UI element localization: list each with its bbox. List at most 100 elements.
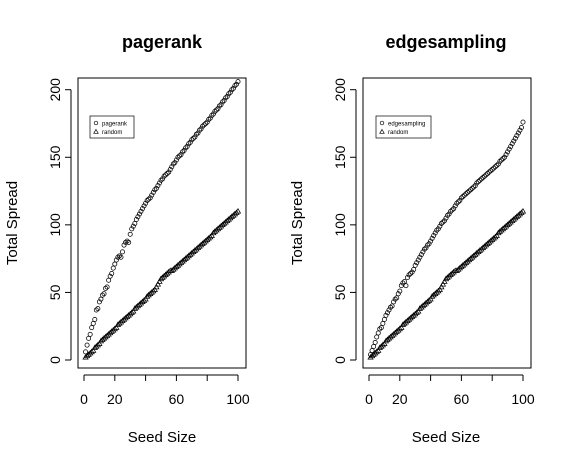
data-point-random (404, 317, 411, 323)
data-point-edgesampling (489, 166, 495, 172)
y-tick-label: 100 (332, 213, 348, 237)
data-point-edgesampling (372, 339, 378, 345)
y-tick-label: 50 (47, 284, 63, 300)
data-point-random (116, 320, 123, 326)
data-point-edgesampling (441, 218, 447, 224)
data-point-pagerank (156, 180, 162, 186)
data-point-random (388, 332, 396, 338)
axes: 0 20 60 100 0 50 100 150 200 (47, 78, 250, 407)
data-point-random (399, 321, 407, 328)
data-point-pagerank (223, 95, 229, 101)
data-point-edgesampling (451, 206, 457, 212)
data-point-pagerank (98, 296, 104, 302)
data-point-pagerank (96, 299, 102, 305)
data-point-random (418, 303, 425, 310)
data-point-pagerank (183, 145, 189, 151)
panel-edgesampling: edgesampling Seed Size Total Spread 0 20 6… (289, 32, 535, 446)
data-point-random (484, 240, 491, 246)
data-point-pagerank (198, 126, 204, 132)
data-point-edgesampling (466, 188, 472, 194)
data-point-edgesampling (381, 316, 387, 322)
data-point-pagerank (184, 143, 190, 149)
data-point-random (445, 272, 453, 279)
data-point-random (148, 289, 155, 295)
data-point-edgesampling (498, 157, 504, 163)
data-point-pagerank (187, 139, 193, 145)
data-point-pagerank (173, 157, 179, 163)
data-point-edgesampling (397, 288, 403, 294)
legend-label-random: random (102, 130, 122, 136)
data-point-random (456, 264, 464, 271)
data-point-random (164, 270, 171, 276)
data-point-random (501, 224, 508, 230)
data-point-random (465, 256, 473, 263)
data-point-random (219, 221, 226, 228)
data-point-edgesampling (512, 135, 518, 141)
data-point-edgesampling (509, 141, 515, 147)
data-point-edgesampling (517, 127, 523, 133)
data-point-edgesampling (401, 279, 407, 285)
data-point-pagerank (200, 123, 206, 129)
data-point-random (105, 330, 112, 337)
data-point-random (472, 251, 479, 257)
data-point-pagerank (158, 177, 164, 183)
data-point-random (91, 344, 98, 351)
data-point-random (88, 348, 95, 355)
data-point-pagerank (109, 271, 115, 276)
data-point-random (509, 217, 516, 223)
data-point-random (204, 236, 211, 242)
data-point-random (170, 266, 177, 272)
data-point-pagerank (116, 253, 122, 259)
data-point-pagerank (217, 103, 222, 109)
data-point-edgesampling (421, 246, 427, 252)
data-point-random (470, 252, 477, 259)
data-point-random (481, 243, 488, 249)
data-point-pagerank (177, 153, 182, 159)
data-point-edgesampling (437, 223, 443, 229)
data-point-random (107, 329, 114, 336)
data-point-random (433, 289, 440, 295)
data-point-random (461, 260, 468, 267)
data-point-random (120, 316, 128, 322)
data-point-pagerank (189, 137, 195, 143)
data-point-random (489, 236, 496, 242)
data-point-edgesampling (480, 175, 486, 181)
data-point-pagerank (178, 152, 184, 158)
data-point-random (376, 344, 383, 351)
plot-frame (77, 77, 247, 369)
data-point-random (94, 341, 102, 348)
data-point-pagerank (161, 173, 167, 179)
x-tick-label: 100 (226, 391, 250, 407)
data-point-random (220, 220, 228, 226)
data-point-random (378, 343, 385, 349)
data-point-random (510, 216, 517, 222)
data-point-random (441, 278, 448, 284)
data-point-pagerank (186, 141, 192, 147)
data-point-random (381, 340, 388, 346)
data-point-random (117, 318, 125, 325)
data-point-pagerank (203, 121, 209, 126)
data-point-random (123, 313, 131, 319)
data-point-random (421, 301, 428, 307)
data-point-random (502, 222, 510, 229)
data-point-random (100, 335, 108, 341)
x-tick-label: 60 (454, 391, 470, 407)
data-point-edgesampling (471, 184, 477, 190)
data-point-pagerank (190, 135, 196, 141)
data-point-edgesampling (460, 193, 466, 199)
data-point-random (125, 312, 132, 318)
data-points (367, 119, 527, 360)
data-point-pagerank (212, 108, 218, 114)
data-point-random (197, 241, 205, 248)
data-point-pagerank (215, 106, 221, 112)
data-point-pagerank (229, 87, 235, 93)
data-point-random (396, 325, 403, 332)
data-point-random (436, 286, 443, 292)
data-point-random (473, 249, 480, 256)
data-point-edgesampling (497, 158, 503, 164)
data-point-random (176, 260, 183, 267)
data-point-pagerank (143, 200, 149, 206)
data-point-random (122, 314, 129, 321)
data-point-edgesampling (457, 198, 463, 203)
data-point-edgesampling (375, 330, 381, 336)
